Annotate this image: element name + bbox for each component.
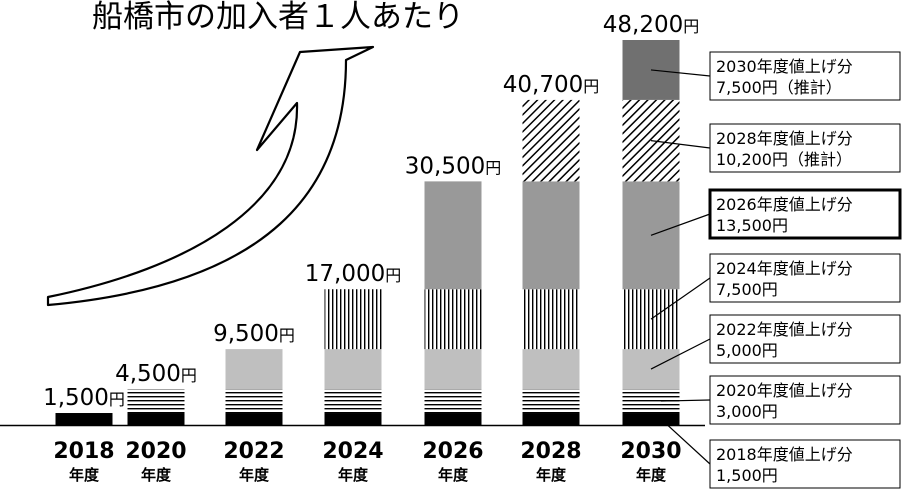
bar-segment-2028-2028 <box>522 99 580 182</box>
legend-box-2026 <box>708 188 902 240</box>
total-label-2024: 17,000円 <box>305 261 402 287</box>
callout-line-2030 <box>650 69 711 77</box>
callout-line-2020 <box>660 399 711 402</box>
legend-title-2026: 2026年度値上げ分 <box>716 195 853 214</box>
bar-segment-2028-2022 <box>522 349 580 390</box>
bar-segment-2020-2018 <box>127 413 185 425</box>
legend-box-2030 <box>709 51 901 101</box>
x-tick-suffix-2020: 年度 <box>141 466 172 484</box>
legend-amount-2028: 10,200円（推計） <box>716 150 852 169</box>
total-label-2030: 48,200円 <box>603 12 700 38</box>
bar-segment-2024-2024 <box>324 289 382 350</box>
x-axis-labels: 2018 年度 2020 年度 2022 年度 2024 年度 2026 年度 2028 年度 2030… <box>53 439 681 484</box>
x-tick-2028: 2028 <box>520 439 581 464</box>
bar-segment-2018-2018 <box>55 413 113 425</box>
bar-segment-2024-2020 <box>324 389 382 414</box>
total-label-2020: 4,500円 <box>115 361 197 387</box>
x-tick-suffix-2022: 年度 <box>239 466 270 484</box>
legend-title-2030: 2030年度値上げ分 <box>716 57 853 76</box>
total-label-2026: 30,500円 <box>405 153 502 179</box>
total-label-2018: 1,500円 <box>43 385 125 411</box>
bar-segment-2030-2022 <box>622 349 680 390</box>
legend-amount-2018: 1,500円 <box>716 466 778 485</box>
x-tick-suffix-2018: 年度 <box>69 466 100 484</box>
bar-segment-2022-2020 <box>225 389 283 414</box>
bar-segment-2030-2020 <box>622 389 680 414</box>
callout-line-2022 <box>650 338 711 370</box>
bar-segment-2028-2018 <box>522 413 580 425</box>
bar-segment-2028-2026 <box>522 181 580 290</box>
legend-title-2018: 2018年度値上げ分 <box>716 445 853 464</box>
x-tick-2026: 2026 <box>422 439 483 464</box>
legend-box-2028 <box>709 123 901 173</box>
x-tick-suffix-2026: 年度 <box>438 466 469 484</box>
bar-segment-2030-2018 <box>622 413 680 425</box>
legend: 2030年度値上げ分 7,500円（推計） 2028年度値上げ分 10,200円（推計… <box>708 51 902 489</box>
legend-amount-2026: 13,500円 <box>716 216 788 235</box>
callout-line-2026 <box>650 213 711 236</box>
bar-segment-2026-2018 <box>424 413 482 425</box>
legend-title-2022: 2022年度値上げ分 <box>716 320 853 339</box>
callout-lines <box>650 69 711 465</box>
total-label-2028: 40,700円 <box>503 72 600 98</box>
callout-line-2028 <box>650 140 711 149</box>
legend-box-2020 <box>709 375 901 425</box>
bar-segment-2022-2018 <box>225 413 283 425</box>
legend-title-2028: 2028年度値上げ分 <box>716 129 853 148</box>
bar-segment-2026-2024 <box>424 289 482 350</box>
growth-arrow <box>46 45 375 307</box>
callout-line-2018 <box>660 418 711 465</box>
bar-segment-2026-2026 <box>424 181 482 290</box>
legend-amount-2020: 3,000円 <box>716 402 778 421</box>
bar-segment-2024-2018 <box>324 413 382 425</box>
x-tick-2024: 2024 <box>322 439 383 464</box>
x-tick-2030: 2030 <box>620 439 681 464</box>
legend-box-2022 <box>709 314 901 364</box>
callout-line-2024 <box>650 277 711 320</box>
legend-box-2024 <box>709 253 901 303</box>
legend-amount-2030: 7,500円（推計） <box>716 78 842 97</box>
legend-amount-2024: 7,500円 <box>716 280 778 299</box>
legend-box-2018 <box>709 439 901 489</box>
bar-segment-2022-2022 <box>225 349 283 390</box>
bar-segment-2024-2022 <box>324 349 382 390</box>
bar-segment-2028-2024 <box>522 289 580 350</box>
legend-title-2024: 2024年度値上げ分 <box>716 259 853 278</box>
x-tick-2020: 2020 <box>125 439 186 464</box>
chart-title: 船橋市の加入者１人あたり <box>92 0 464 35</box>
x-tick-2022: 2022 <box>223 439 284 464</box>
legend-amount-2022: 5,000円 <box>716 341 778 360</box>
x-tick-2018: 2018 <box>53 439 114 464</box>
bar-segment-2026-2020 <box>424 389 482 414</box>
x-tick-suffix-2030: 年度 <box>636 466 667 484</box>
total-label-2022: 9,500円 <box>213 321 295 347</box>
legend-title-2020: 2020年度値上げ分 <box>716 381 853 400</box>
bar-segment-2028-2020 <box>522 389 580 414</box>
bar-segment-2020-2020 <box>127 389 185 414</box>
x-tick-suffix-2024: 年度 <box>338 466 369 484</box>
x-tick-suffix-2028: 年度 <box>536 466 567 484</box>
bar-segment-2026-2022 <box>424 349 482 390</box>
